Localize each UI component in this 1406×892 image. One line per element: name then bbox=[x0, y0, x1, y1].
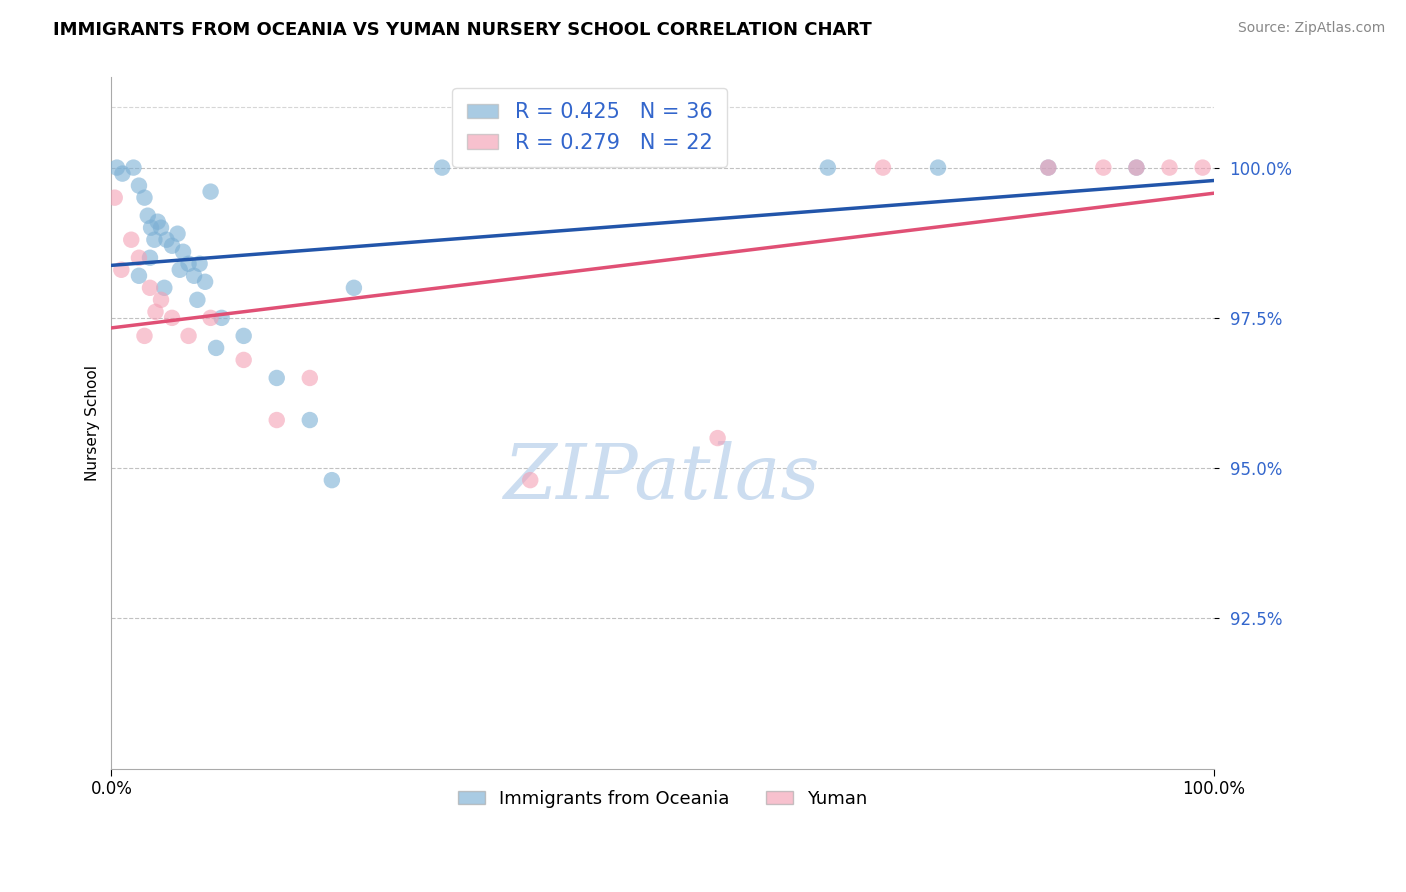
Point bbox=[211, 310, 233, 325]
Point bbox=[128, 178, 150, 193]
Point bbox=[183, 268, 205, 283]
Point bbox=[321, 473, 343, 487]
Point bbox=[706, 431, 728, 445]
Point bbox=[177, 257, 200, 271]
Point bbox=[266, 413, 288, 427]
Point bbox=[205, 341, 228, 355]
Point bbox=[1092, 161, 1115, 175]
Point bbox=[160, 238, 183, 252]
Point bbox=[1038, 161, 1060, 175]
Point bbox=[143, 233, 166, 247]
Point bbox=[298, 371, 321, 385]
Point bbox=[200, 185, 222, 199]
Point bbox=[1125, 161, 1147, 175]
Point bbox=[160, 310, 183, 325]
Point bbox=[194, 275, 217, 289]
Point bbox=[200, 310, 222, 325]
Point bbox=[139, 251, 162, 265]
Point bbox=[105, 161, 128, 175]
Text: IMMIGRANTS FROM OCEANIA VS YUMAN NURSERY SCHOOL CORRELATION CHART: IMMIGRANTS FROM OCEANIA VS YUMAN NURSERY… bbox=[53, 21, 872, 38]
Point bbox=[266, 371, 288, 385]
Point bbox=[186, 293, 208, 307]
Text: Source: ZipAtlas.com: Source: ZipAtlas.com bbox=[1237, 21, 1385, 35]
Point bbox=[120, 233, 142, 247]
Point bbox=[166, 227, 188, 241]
Point bbox=[136, 209, 159, 223]
Point bbox=[155, 233, 177, 247]
Point bbox=[177, 329, 200, 343]
Point bbox=[927, 161, 949, 175]
Point bbox=[139, 220, 162, 235]
Point bbox=[145, 305, 167, 319]
Point bbox=[169, 262, 191, 277]
Point bbox=[430, 161, 453, 175]
Point bbox=[134, 329, 156, 343]
Point bbox=[150, 220, 173, 235]
Point bbox=[128, 251, 150, 265]
Point bbox=[110, 262, 132, 277]
Point bbox=[1159, 161, 1181, 175]
Point bbox=[153, 281, 176, 295]
Point bbox=[134, 191, 156, 205]
Point bbox=[343, 281, 366, 295]
Point bbox=[519, 473, 541, 487]
Point bbox=[128, 268, 150, 283]
Point bbox=[1038, 161, 1060, 175]
Point bbox=[104, 191, 127, 205]
Point bbox=[872, 161, 894, 175]
Point bbox=[232, 353, 254, 368]
Point bbox=[146, 215, 169, 229]
Point bbox=[232, 329, 254, 343]
Point bbox=[111, 167, 134, 181]
Point bbox=[298, 413, 321, 427]
Point bbox=[172, 244, 194, 259]
Legend: Immigrants from Oceania, Yuman: Immigrants from Oceania, Yuman bbox=[450, 782, 875, 815]
Text: ZIPatlas: ZIPatlas bbox=[505, 442, 821, 516]
Point bbox=[1125, 161, 1147, 175]
Point bbox=[150, 293, 173, 307]
Y-axis label: Nursery School: Nursery School bbox=[86, 365, 100, 481]
Point bbox=[817, 161, 839, 175]
Point bbox=[188, 257, 211, 271]
Point bbox=[1191, 161, 1213, 175]
Point bbox=[122, 161, 145, 175]
Point bbox=[139, 281, 162, 295]
